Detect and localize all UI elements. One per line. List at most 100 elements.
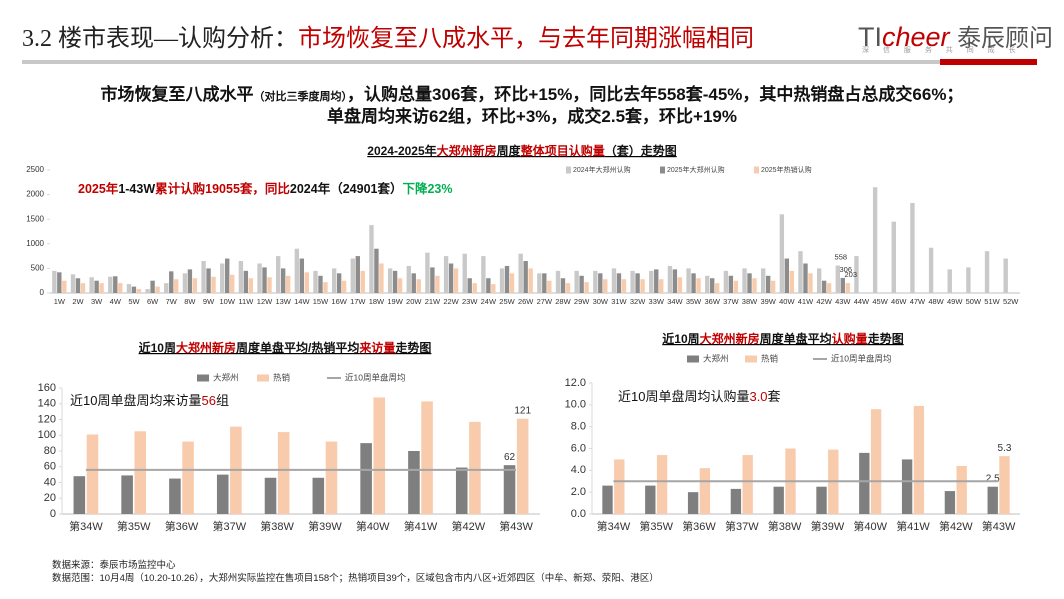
bar (901, 459, 913, 514)
x-tick-label: 11W (238, 297, 254, 306)
bar (472, 283, 477, 293)
bar (211, 276, 216, 293)
x-tick-label: 20W (406, 297, 422, 306)
y-tick-label: 2500 (26, 165, 44, 174)
chart-title-part: 近10周 (662, 331, 699, 346)
chart-title-part: （套）走势图 (605, 143, 677, 158)
x-tick-label: 48W (928, 297, 944, 306)
x-tick-label: 29W (574, 297, 590, 306)
bar (555, 270, 561, 293)
y-tick-label: 140 (38, 398, 56, 410)
bar (52, 270, 57, 293)
x-tick-label: 13W (275, 297, 291, 306)
section-title: 3.2 楼市表现—认购分析： (22, 26, 298, 52)
legend-swatch (687, 355, 699, 363)
bar (134, 431, 147, 514)
bar (264, 477, 277, 514)
bar (299, 258, 305, 293)
x-tick-label: 7W (166, 297, 178, 306)
bar (220, 263, 225, 293)
bar (155, 286, 160, 293)
bar (243, 270, 249, 293)
bar (672, 269, 678, 293)
x-tick-label: 45W (872, 297, 888, 306)
bar (455, 467, 468, 514)
bar (379, 263, 384, 293)
bar (145, 289, 150, 293)
chart-annotation: 2025年1-43W累计认购19055套，同比2024年（24901套）下降23… (78, 181, 453, 196)
bar (80, 283, 86, 293)
x-tick-label: 第39W (308, 519, 342, 533)
bar (528, 268, 533, 293)
chart-title-part: 来访量 (358, 340, 395, 355)
bar (360, 270, 365, 293)
bar (870, 409, 882, 514)
x-tick-label: 15W (313, 297, 329, 306)
legend-label: 大郑州 (213, 372, 239, 382)
x-tick-label: 21W (425, 297, 441, 306)
bar (406, 265, 411, 293)
bar (616, 273, 622, 293)
x-tick-label: 36W (705, 297, 721, 306)
bar (491, 284, 496, 293)
bar (262, 267, 267, 293)
y-tick-label: 12.0 (565, 377, 586, 389)
bar (523, 261, 528, 293)
brand-tagline: 深 信 服 务 共 同 成 长 (862, 47, 1022, 54)
x-tick-label: 第35W (639, 519, 673, 533)
bar (509, 273, 515, 293)
bar (304, 272, 309, 293)
bar (75, 278, 81, 293)
bar (710, 278, 715, 293)
bar (174, 279, 179, 293)
x-tick-label: 19W (387, 297, 403, 306)
bar (94, 280, 99, 293)
x-tick-label: 33W (649, 297, 665, 306)
bar (542, 273, 547, 293)
bar (691, 273, 696, 293)
chart-title-part: 近10周 (139, 340, 176, 355)
headline: 市场恢复至八成水平，与去年同期涨幅相同 (298, 26, 754, 52)
bar (425, 252, 430, 293)
bar (285, 275, 291, 293)
bar (752, 278, 757, 293)
x-tick-label: 8W (184, 297, 196, 306)
bar (481, 256, 486, 293)
bar (108, 276, 113, 293)
bar (411, 273, 416, 293)
bar (430, 267, 435, 293)
bar (947, 269, 952, 293)
brand-cn: 泰辰顾问 (957, 25, 1054, 52)
bar (730, 488, 742, 514)
summary-line: 单盘周均来访62组，环比+3%，成交2.5套，环比+19% (327, 107, 737, 126)
legend-swatch (257, 374, 269, 382)
bar (164, 283, 169, 293)
x-tick-label: 42W (816, 297, 832, 306)
bar (350, 258, 356, 293)
bar (845, 283, 850, 293)
bar (798, 251, 803, 293)
y-tick-label: 2000 (26, 190, 44, 199)
bar (579, 275, 584, 293)
bar (635, 273, 640, 293)
bar (323, 282, 328, 293)
y-tick-label: 1500 (26, 214, 44, 223)
bar (872, 187, 878, 293)
x-tick-label: 37W (723, 297, 739, 306)
x-tick-label: 第42W (939, 519, 973, 533)
bar (467, 278, 472, 293)
bar (640, 279, 645, 293)
x-tick-label: 2W (72, 297, 84, 306)
bar (416, 279, 421, 293)
bar (499, 268, 505, 293)
bar (277, 432, 290, 514)
x-tick-label: 46W (891, 297, 907, 306)
bar (537, 273, 542, 293)
bar (649, 270, 654, 293)
y-tick-label: 120 (38, 413, 56, 425)
y-tick-label: 2.0 (571, 486, 586, 498)
bar (121, 475, 133, 514)
x-tick-label: 35W (686, 297, 702, 306)
chart-title: 2024-2025年大郑州新房周度整体项目认购量（套）走势图 (367, 143, 676, 158)
bar (645, 485, 656, 514)
